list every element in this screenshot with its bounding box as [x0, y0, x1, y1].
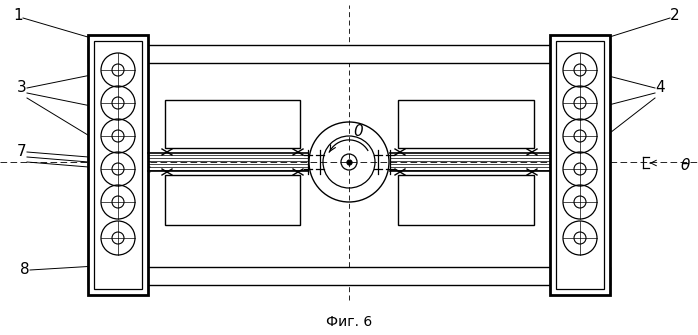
Text: 0: 0 [353, 125, 363, 139]
Bar [398, 175, 534, 225]
Text: θ: θ [681, 157, 690, 173]
Bar [88, 45, 610, 63]
Bar [556, 41, 604, 289]
Text: 4: 4 [655, 80, 664, 95]
Text: 7: 7 [17, 144, 27, 159]
Text: 8: 8 [20, 263, 30, 277]
Text: 1: 1 [13, 7, 23, 22]
Bar [165, 175, 300, 225]
Text: Фиг. 6: Фиг. 6 [326, 315, 372, 329]
Bar [398, 100, 534, 148]
Bar [165, 100, 300, 148]
Bar [550, 35, 610, 295]
Text: 2: 2 [670, 7, 680, 22]
Bar [88, 35, 148, 295]
Bar [94, 41, 142, 289]
Text: 3: 3 [17, 80, 27, 95]
Bar [88, 267, 610, 285]
